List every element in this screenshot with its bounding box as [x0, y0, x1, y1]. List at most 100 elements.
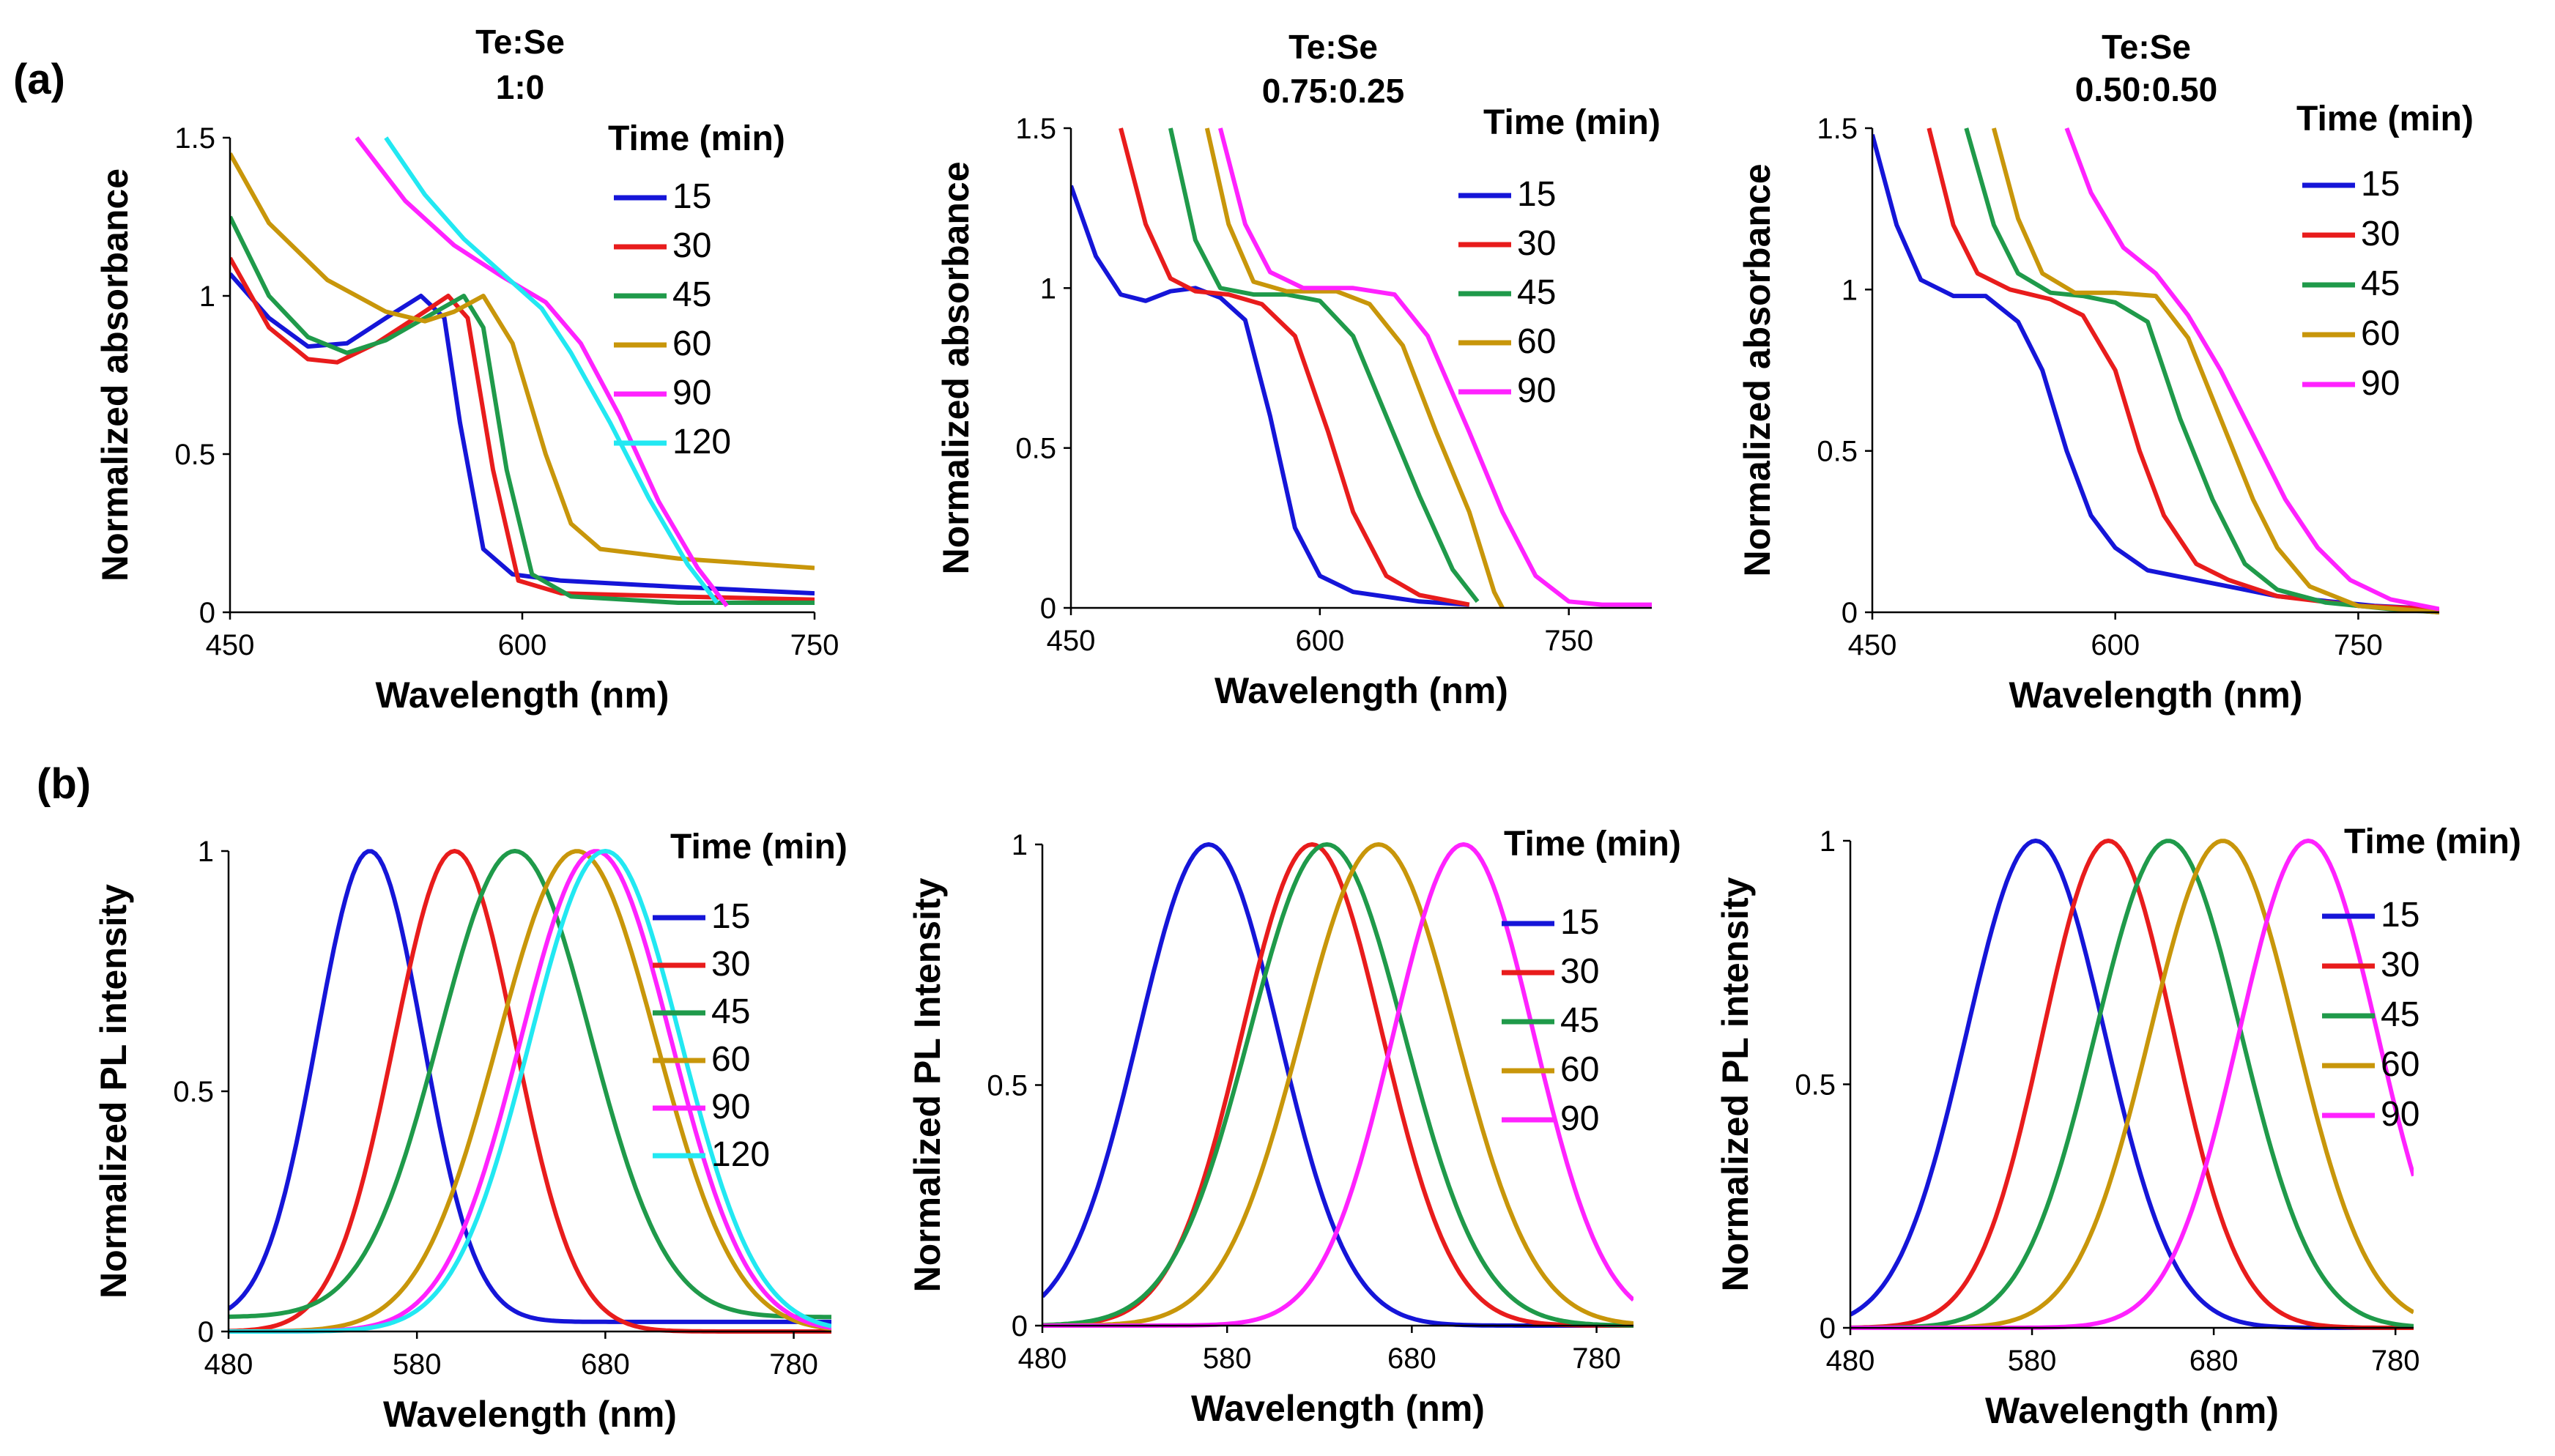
- y-axis-label: Normalized absorbance: [1737, 163, 1778, 576]
- y-tick-label: 0: [1842, 597, 1858, 629]
- y-tick-label: 1: [1012, 829, 1028, 861]
- y-tick-label: 0: [1040, 593, 1056, 625]
- y-tick-label: 0: [1012, 1310, 1028, 1342]
- legend-label-90: 90: [711, 1088, 750, 1126]
- legend: Time (min) 15 30 45 60 90 120: [653, 828, 848, 1174]
- legend: Time (min) 15 30 45 60 90: [2296, 100, 2474, 403]
- panel-label-a: (a): [13, 56, 65, 103]
- y-tick-label: 0.5: [174, 439, 215, 471]
- x-tick-label: 450: [1047, 625, 1096, 657]
- series-line-15: [1071, 185, 1469, 607]
- y-axis-label: Normalized PL Intensity: [907, 877, 948, 1292]
- y-tick-label: 0.5: [987, 1070, 1028, 1102]
- series-line-90: [1217, 127, 1652, 607]
- series-line-90: [355, 136, 729, 608]
- legend-label-15: 15: [1517, 175, 1556, 214]
- legend-label-45: 45: [672, 275, 711, 314]
- legend-label-30: 30: [672, 226, 711, 265]
- y-tick-label: 0.5: [173, 1076, 214, 1108]
- legend: Time (min) 15 30 45 60 90: [1458, 103, 1661, 410]
- chart-title-line1: Te:Se: [475, 23, 565, 61]
- chart-b3: 480 580 680 780 0 0.5 1 Wavelength (nm) Normaliz…: [1715, 822, 2521, 1431]
- y-tick-label: 0: [1820, 1312, 1836, 1345]
- legend-label-90: 90: [1517, 371, 1556, 410]
- x-tick-label: 750: [2334, 629, 2383, 661]
- panel-label-b: (b): [37, 760, 91, 808]
- y-tick-label: 0.5: [1015, 433, 1056, 465]
- series-line-30: [1927, 127, 2439, 612]
- legend-label-90: 90: [1560, 1099, 1599, 1138]
- series-line-90: [2064, 127, 2439, 612]
- legend-label-15: 15: [2381, 896, 2419, 935]
- series-line-45: [230, 215, 815, 605]
- series-line-60: [229, 849, 831, 1334]
- y-axis-label: Normalized PL intensity: [93, 884, 134, 1299]
- legend-label-60: 60: [1517, 322, 1556, 361]
- y-tick-label: 0.5: [1817, 436, 1858, 468]
- series-line-60: [230, 152, 815, 571]
- x-axis-label: Wavelength (nm): [1191, 1388, 1485, 1429]
- y-axis-label: Normalized absorbance: [935, 161, 976, 574]
- legend-label-15: 15: [2361, 165, 2400, 204]
- x-tick-label: 780: [2371, 1345, 2420, 1377]
- x-tick-label: 480: [1018, 1342, 1067, 1375]
- y-tick-label: 1: [1040, 272, 1056, 305]
- x-axis-label: Wavelength (nm): [2009, 675, 2303, 716]
- legend: Time (min) 15 30 45 60 90 120: [608, 119, 785, 461]
- y-tick-label: 0.5: [1795, 1069, 1836, 1102]
- x-tick-label: 600: [2091, 629, 2140, 661]
- legend-label-60: 60: [672, 324, 711, 363]
- x-axis-label: Wavelength (nm): [376, 675, 670, 716]
- legend-label-45: 45: [1517, 273, 1556, 312]
- legend-label-60: 60: [2381, 1045, 2419, 1084]
- chart-a1: Te:Se 1:0 450 600 750 0 0.5 1 1.5 Wavelength (nm)…: [94, 23, 839, 716]
- x-tick-label: 450: [206, 629, 255, 661]
- x-tick-label: 450: [1848, 629, 1897, 661]
- legend-label-120: 120: [711, 1135, 770, 1174]
- x-tick-label: 680: [581, 1348, 630, 1381]
- x-tick-label: 600: [1295, 625, 1344, 657]
- series-line-15: [230, 272, 815, 596]
- series-line-45: [1850, 839, 2414, 1330]
- x-tick-label: 680: [1387, 1342, 1436, 1375]
- series-line-30: [1119, 127, 1470, 607]
- x-tick-label: 580: [1203, 1342, 1252, 1375]
- legend-title: Time (min): [1483, 103, 1661, 142]
- legend-label-45: 45: [711, 992, 750, 1031]
- legend-label-15: 15: [672, 177, 711, 216]
- x-tick-label: 680: [2189, 1345, 2239, 1377]
- chart-b2: 480 580 680 780 0 0.5 1 Wavelength (nm) Normaliz…: [907, 825, 1681, 1429]
- series-line-15: [229, 849, 831, 1324]
- legend-label-45: 45: [2381, 995, 2419, 1034]
- legend-label-120: 120: [672, 423, 731, 461]
- legend-title: Time (min): [1504, 825, 1681, 863]
- x-axis-label: Wavelength (nm): [1985, 1390, 2279, 1431]
- series-line-30: [1850, 839, 2414, 1330]
- legend-label-30: 30: [711, 945, 750, 984]
- y-tick-label: 1: [198, 836, 214, 868]
- x-tick-label: 780: [1572, 1342, 1621, 1375]
- series-line-45: [1042, 842, 1634, 1328]
- chart-title-line1: Te:Se: [1288, 28, 1378, 66]
- legend-label-30: 30: [1517, 224, 1556, 263]
- chart-a3: Te:Se 0.50:0.50 450 600 750 0 0.5 1 1.5 Wavelengt…: [1737, 28, 2474, 716]
- legend-title: Time (min): [2296, 100, 2474, 138]
- series-line-45: [229, 849, 831, 1320]
- legend-title: Time (min): [2344, 822, 2521, 861]
- legend-label-60: 60: [711, 1040, 750, 1079]
- y-tick-label: 1: [1842, 274, 1858, 306]
- x-tick-label: 580: [2008, 1345, 2057, 1377]
- y-tick-label: 1.5: [1817, 113, 1858, 145]
- x-tick-label: 580: [393, 1348, 442, 1381]
- y-tick-label: 1: [1820, 825, 1836, 858]
- series-line-60: [1042, 842, 1634, 1328]
- legend-label-90: 90: [2381, 1095, 2419, 1134]
- legend: Time (min) 15 30 45 60 90: [1502, 825, 1681, 1138]
- y-tick-label: 1: [199, 281, 215, 313]
- x-tick-label: 480: [1826, 1345, 1875, 1377]
- series-line-60: [1992, 127, 2439, 614]
- chart-title-line2: 0.50:0.50: [2075, 70, 2217, 108]
- y-tick-label: 1.5: [1015, 113, 1056, 145]
- legend-label-15: 15: [711, 897, 750, 936]
- y-tick-label: 0: [198, 1316, 214, 1348]
